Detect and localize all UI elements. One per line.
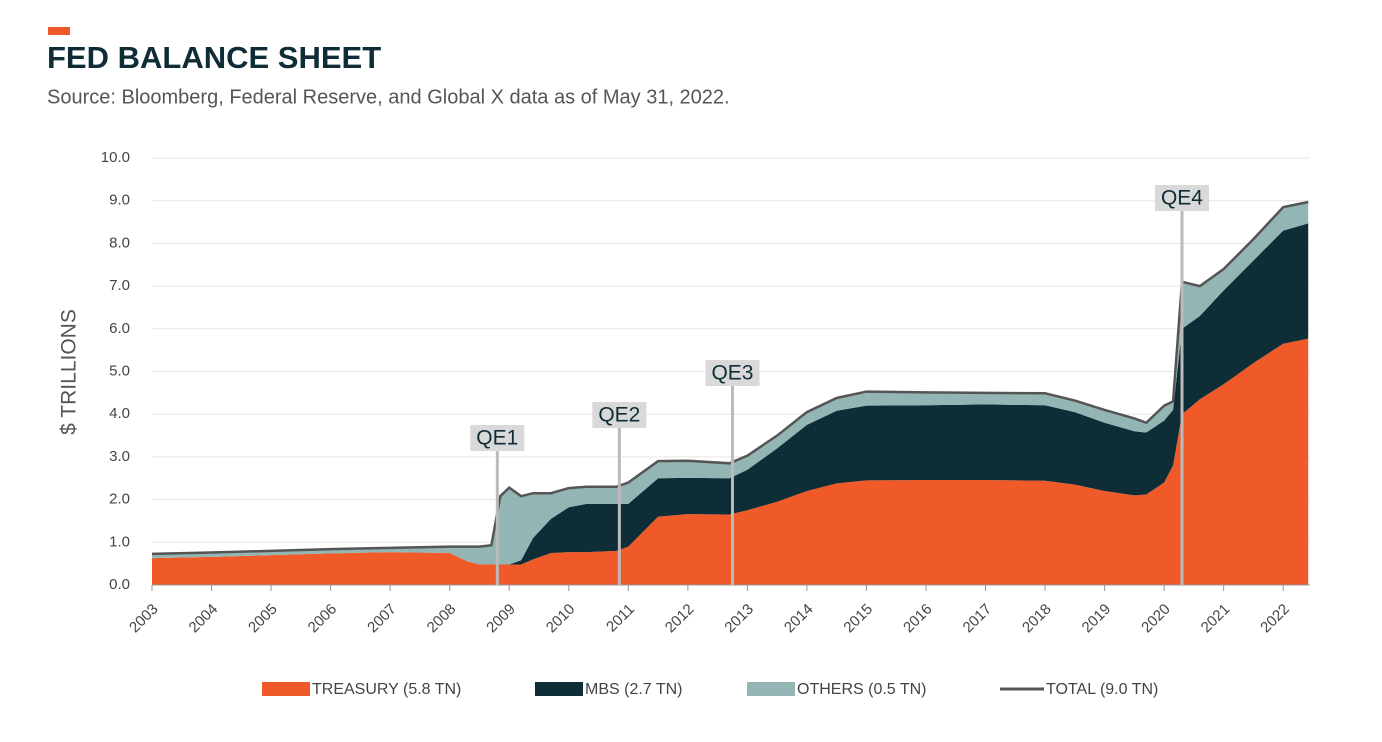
y-tick-label: 3.0 xyxy=(109,448,130,465)
x-tick-label: 2008 xyxy=(424,601,460,637)
x-tick-label: 2011 xyxy=(603,601,638,636)
x-tick-label: 2005 xyxy=(245,601,281,637)
x-tick-label: 2003 xyxy=(126,601,162,637)
x-tick-label: 2014 xyxy=(781,601,817,637)
x-tick-label: 2017 xyxy=(960,601,996,637)
x-tick-label: 2018 xyxy=(1019,601,1055,637)
total-line xyxy=(151,200,1309,556)
y-tick-label: 6.0 xyxy=(109,320,130,337)
legend-label: MBS (2.7 TN) xyxy=(585,681,683,698)
x-tick-label: 2006 xyxy=(305,601,341,637)
legend-swatch xyxy=(535,682,583,696)
y-tick-label: 1.0 xyxy=(109,533,130,550)
area xyxy=(152,223,1309,565)
x-tick-label: 2009 xyxy=(483,601,519,637)
annotation-box xyxy=(592,402,647,428)
y-tick-label: 0.0 xyxy=(109,576,130,593)
y-tick-label: 2.0 xyxy=(109,491,130,508)
annotation-label: QE1 xyxy=(476,427,518,450)
x-tick-label: 2022 xyxy=(1257,601,1293,637)
legend-swatch xyxy=(262,682,310,696)
annotation-box xyxy=(1154,185,1209,211)
y-tick-label: 4.0 xyxy=(109,405,130,422)
x-tick-label: 2012 xyxy=(662,601,698,637)
annotation-label: QE4 xyxy=(1161,187,1203,210)
x-tick-label: 2015 xyxy=(840,601,876,637)
y-tick-label: 5.0 xyxy=(109,362,130,379)
y-tick-label: 8.0 xyxy=(109,234,130,251)
x-tick-label: 2007 xyxy=(364,601,400,637)
y-tick-label: 9.0 xyxy=(109,192,130,209)
x-tick-label: 2010 xyxy=(543,601,579,637)
y-axis-label: $ TRILLIONS xyxy=(58,309,81,435)
annotation-label: QE3 xyxy=(711,362,753,385)
x-tick-label: 2021 xyxy=(1198,601,1234,637)
annotation-box xyxy=(705,360,760,386)
x-tick-label: 2019 xyxy=(1079,601,1115,637)
accent-bar xyxy=(48,27,70,35)
legend-label: TOTAL (9.0 TN) xyxy=(1046,681,1158,698)
y-tick-label: 10.0 xyxy=(101,149,130,166)
x-tick-label: 2013 xyxy=(721,601,757,637)
legend-label: OTHERS (0.5 TN) xyxy=(797,681,927,698)
x-tick-label: 2016 xyxy=(900,601,936,637)
legend-swatch xyxy=(747,682,795,696)
y-tick-label: 7.0 xyxy=(109,277,130,294)
chart-subtitle: Source: Bloomberg, Federal Reserve, and … xyxy=(47,86,730,108)
annotation-label: QE2 xyxy=(598,404,640,427)
x-tick-label: 2004 xyxy=(186,601,222,637)
legend-label: TREASURY (5.8 TN) xyxy=(312,681,461,698)
annotation-box xyxy=(470,425,525,451)
x-tick-label: 2020 xyxy=(1138,601,1174,637)
chart-title: FED BALANCE SHEET xyxy=(47,40,381,75)
area xyxy=(152,338,1309,585)
